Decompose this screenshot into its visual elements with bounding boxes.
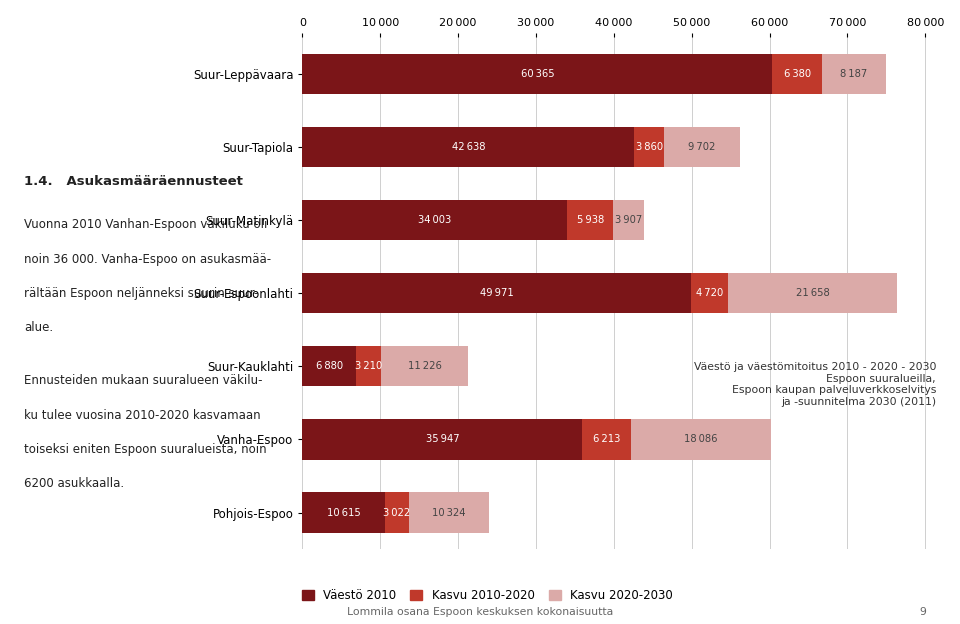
Text: 21 658: 21 658 — [796, 288, 829, 298]
Text: Ennusteiden mukaan suuralueen väkilu-: Ennusteiden mukaan suuralueen väkilu- — [24, 374, 262, 388]
Bar — [691, 273, 729, 313]
Text: 9: 9 — [920, 607, 926, 617]
Legend: Väestö 2010, Kasvu 2010-2020, Kasvu 2020-2030: Väestö 2010, Kasvu 2010-2020, Kasvu 2020… — [301, 589, 673, 602]
Bar — [302, 127, 635, 167]
Text: 6 880: 6 880 — [316, 361, 343, 371]
Bar — [302, 273, 691, 313]
Text: 3 907: 3 907 — [615, 215, 642, 225]
Bar — [302, 346, 356, 386]
Text: 5 938: 5 938 — [577, 215, 604, 225]
Bar — [302, 54, 773, 94]
Text: Vuonna 2010 Vanhan-Espoon väkiluku oli: Vuonna 2010 Vanhan-Espoon väkiluku oli — [24, 218, 268, 232]
Text: 35 947: 35 947 — [425, 434, 459, 444]
Bar — [773, 54, 822, 94]
Text: Väestö ja väestömitoitus 2010 - 2020 - 2030
Espoon suuralueilla,
Espoon kaupan p: Väestö ja väestömitoitus 2010 - 2020 - 2… — [693, 362, 936, 407]
Bar — [356, 346, 381, 386]
Text: 3 210: 3 210 — [355, 361, 382, 371]
Bar — [567, 200, 613, 240]
Text: 42 638: 42 638 — [451, 142, 485, 152]
Text: 1.4.   Asukasmääräennusteet: 1.4. Asukasmääräennusteet — [24, 175, 243, 188]
Text: 10 615: 10 615 — [326, 507, 361, 517]
Bar — [635, 127, 664, 167]
Bar — [302, 200, 567, 240]
Text: noin 36 000. Vanha-Espoo on asukasmää-: noin 36 000. Vanha-Espoo on asukasmää- — [24, 253, 271, 266]
Text: 8 187: 8 187 — [840, 69, 868, 79]
Bar — [302, 492, 385, 533]
Text: 6200 asukkaalla.: 6200 asukkaalla. — [24, 477, 124, 490]
Text: Lommila osana Espoon keskuksen kokonaisuutta: Lommila osana Espoon keskuksen kokonaisu… — [347, 607, 613, 617]
Bar — [302, 419, 583, 459]
Text: 6 213: 6 213 — [592, 434, 620, 444]
Bar — [583, 419, 631, 459]
Bar — [631, 419, 772, 459]
Text: 6 380: 6 380 — [783, 69, 811, 79]
Text: 4 720: 4 720 — [696, 288, 724, 298]
Text: 49 971: 49 971 — [480, 288, 514, 298]
Bar — [385, 492, 409, 533]
Text: 34 003: 34 003 — [419, 215, 451, 225]
Text: 60 365: 60 365 — [520, 69, 554, 79]
Text: 18 086: 18 086 — [684, 434, 718, 444]
Bar — [613, 200, 644, 240]
Text: 11 226: 11 226 — [408, 361, 442, 371]
Bar — [729, 273, 897, 313]
Text: rältään Espoon neljänneksi suurin suur-: rältään Espoon neljänneksi suurin suur- — [24, 287, 258, 300]
Text: 3 860: 3 860 — [636, 142, 663, 152]
Bar — [822, 54, 886, 94]
Bar — [381, 346, 468, 386]
Text: ku tulee vuosina 2010-2020 kasvamaan: ku tulee vuosina 2010-2020 kasvamaan — [24, 409, 260, 422]
Text: toiseksi eniten Espoon suuralueista, noin: toiseksi eniten Espoon suuralueista, noi… — [24, 443, 267, 456]
Bar — [664, 127, 740, 167]
Text: alue.: alue. — [24, 321, 53, 334]
Text: 9 702: 9 702 — [688, 142, 716, 152]
Text: 3 022: 3 022 — [383, 507, 411, 517]
Text: 10 324: 10 324 — [432, 507, 466, 517]
Bar — [409, 492, 489, 533]
